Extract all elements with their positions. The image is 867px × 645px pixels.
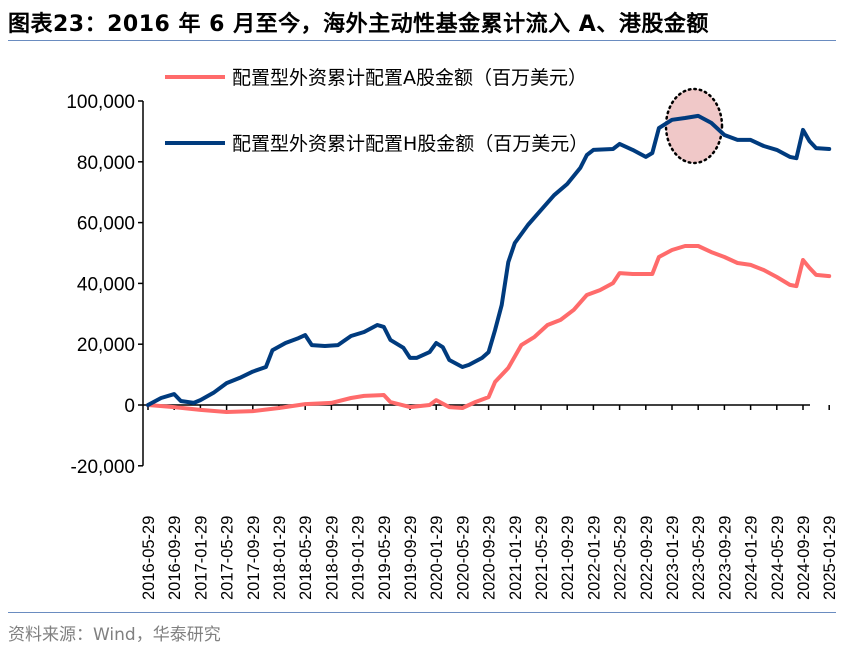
x-tick-label: 2022-05-29 <box>612 516 630 600</box>
x-tick-label: 2024-05-29 <box>769 516 787 600</box>
title-rule <box>8 40 836 41</box>
x-tick-label: 2020-05-29 <box>454 516 472 600</box>
highlight-ellipse <box>664 87 724 165</box>
x-tick-label: 2021-09-29 <box>559 516 577 600</box>
legend-label: 配置型外资累计配置H股金额（百万美元） <box>232 133 588 155</box>
x-tick-label: 2022-01-29 <box>585 516 603 600</box>
x-tick-label: 2020-01-29 <box>428 516 446 600</box>
x-tick-label: 2019-09-29 <box>402 516 420 600</box>
footer-rule <box>8 612 836 613</box>
x-tick-label: 2016-09-29 <box>166 516 184 600</box>
x-tick-label: 2025-01-29 <box>821 516 839 600</box>
x-tick-label: 2022-09-29 <box>638 516 656 600</box>
x-tick-label: 2017-09-29 <box>245 516 263 600</box>
series-line-a-share <box>146 244 832 414</box>
y-tick-label: -20,000 <box>71 457 135 478</box>
x-tick-label: 2021-01-29 <box>507 516 525 600</box>
x-tick-label: 2018-05-29 <box>297 516 315 600</box>
figure-title: 图表23：2016 年 6 月至今，海外主动性基金累计流入 A、港股金额 <box>8 12 709 37</box>
y-tick-label: 40,000 <box>77 274 135 295</box>
x-tick-label: 2023-01-29 <box>664 516 682 600</box>
y-tick-label: 80,000 <box>77 153 135 174</box>
x-tick-label: 2016-05-29 <box>140 516 158 600</box>
series-line-h-share <box>146 113 832 407</box>
x-tick-label: 2023-09-29 <box>716 516 734 600</box>
y-tick-label: 100,000 <box>66 92 135 113</box>
source-note: 资料来源：Wind，华泰研究 <box>8 625 221 645</box>
x-tick-label: 2017-01-29 <box>192 516 210 600</box>
x-tick-label: 2018-01-29 <box>271 516 289 600</box>
x-tick-label: 2019-05-29 <box>376 516 394 600</box>
x-tick-label: 2023-05-29 <box>690 516 708 600</box>
y-tick-label: 60,000 <box>77 214 135 235</box>
x-tick-label: 2018-09-29 <box>323 516 341 600</box>
legend-label: 配置型外资累计配置A股金额（百万美元） <box>232 67 587 89</box>
x-tick-label: 2017-05-29 <box>219 516 237 600</box>
y-tick-label: 20,000 <box>77 335 135 356</box>
x-tick-label: 2019-01-29 <box>350 516 368 600</box>
x-tick-label: 2024-01-29 <box>743 516 761 600</box>
x-tick-label: 2021-05-29 <box>533 516 551 600</box>
x-tick-label: 2020-09-29 <box>481 516 499 600</box>
x-tick-label: 2024-09-29 <box>795 516 813 600</box>
y-tick-label: 0 <box>124 396 135 417</box>
